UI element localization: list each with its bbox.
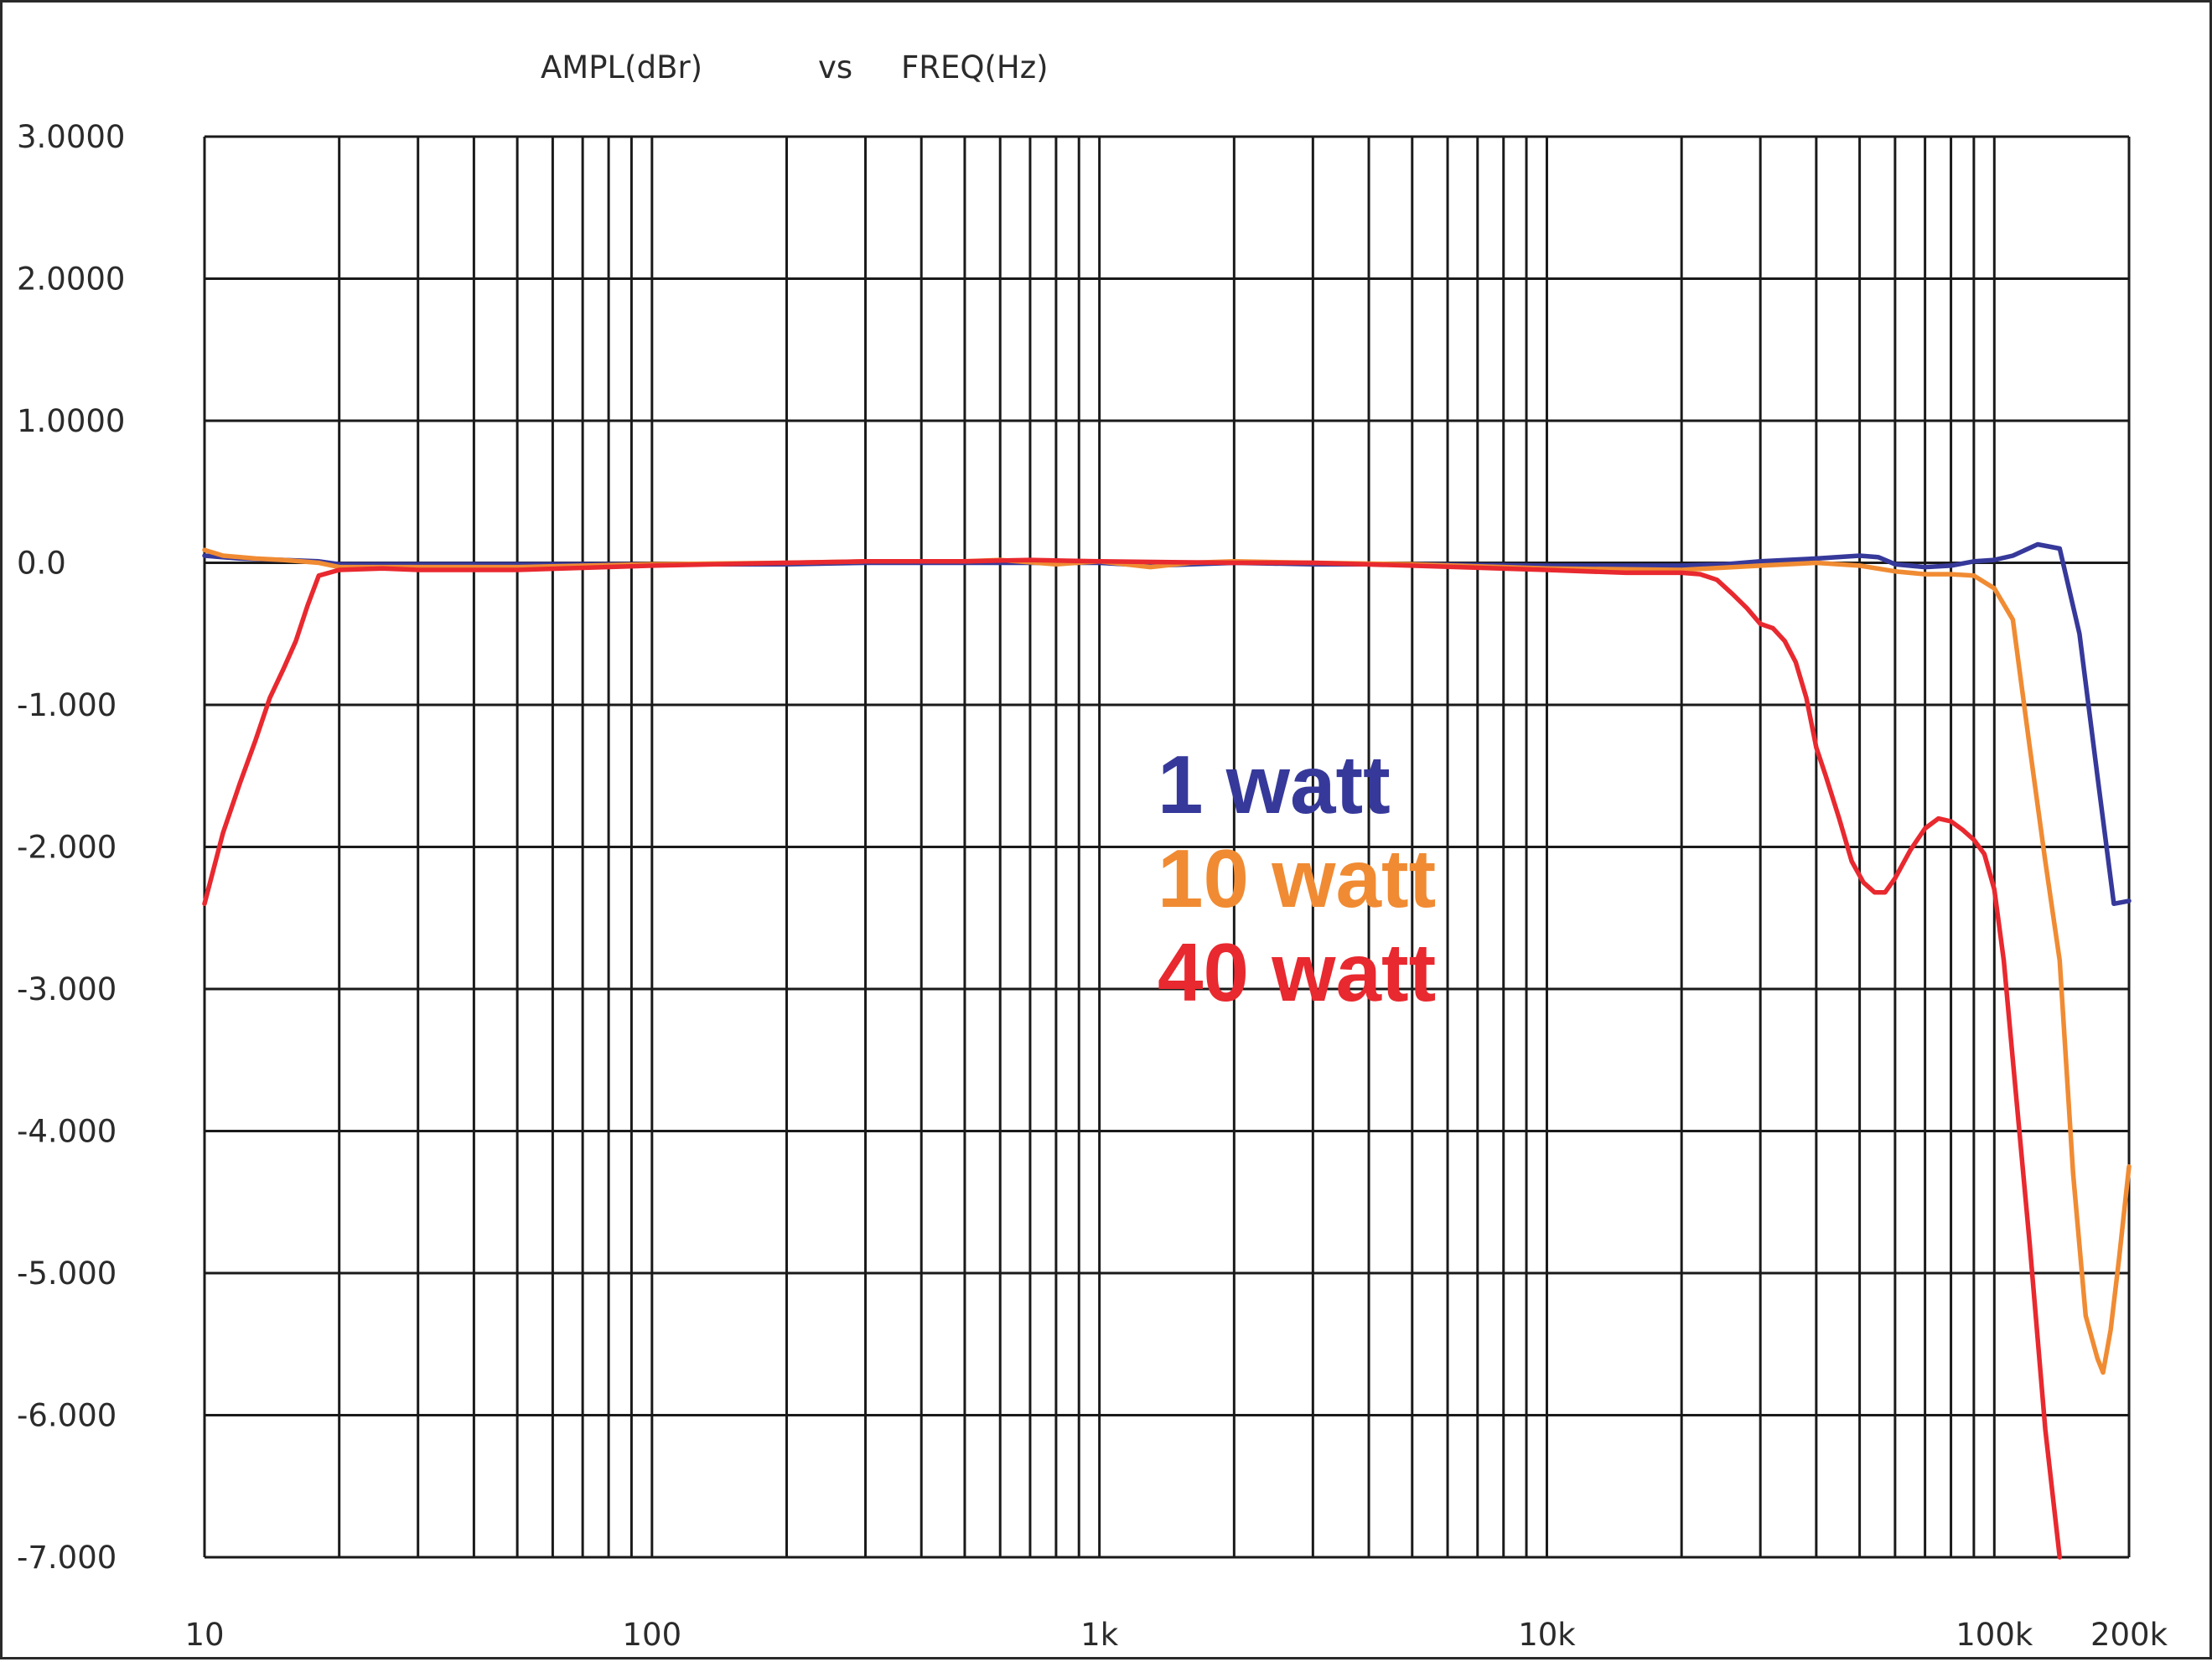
y-tick-label: 1.0000	[17, 403, 125, 439]
series-line-1-watt	[202, 541, 2132, 907]
y-tick-label: -6.000	[17, 1398, 117, 1434]
legend-entry-10-watt: 10 watt	[1158, 832, 1436, 924]
x-axis-tick-labels: 10 100 1k 10k 100k 200k	[184, 1617, 2168, 1653]
y-tick-label: -7.000	[17, 1540, 117, 1576]
title-y-quantity: AMPL(dBr)	[541, 49, 702, 85]
x-tick-label: 1k	[1080, 1617, 1119, 1653]
legend: 1 watt 10 watt 40 watt	[1158, 738, 1436, 1018]
legend-entry-40-watt: 40 watt	[1158, 926, 1436, 1018]
y-tick-label: -3.000	[17, 971, 117, 1007]
major-gridlines	[205, 135, 2129, 1559]
x-tick-label: 200k	[2090, 1617, 2168, 1653]
y-tick-label: 3.0000	[17, 119, 125, 155]
y-tick-label: -1.000	[17, 687, 117, 723]
y-tick-label: 2.0000	[17, 261, 125, 298]
y-tick-label: 0.0	[17, 546, 66, 582]
legend-entry-1-watt: 1 watt	[1158, 738, 1391, 831]
chart-title: AMPL(dBr) vs FREQ(Hz)	[541, 49, 1049, 85]
series-line-40-watt	[202, 557, 2063, 1560]
y-axis-tick-labels: 3.0000 2.0000 1.0000 0.0 -1.000 -2.000 -3.000 -…	[17, 119, 125, 1576]
series-layer	[202, 541, 2132, 1560]
y-tick-label: -2.000	[17, 830, 117, 866]
x-tick-label: 10k	[1518, 1617, 1576, 1653]
title-x-quantity: FREQ(Hz)	[901, 49, 1049, 85]
y-tick-label: -5.000	[17, 1256, 117, 1292]
x-tick-label: 10	[184, 1617, 224, 1653]
title-vs: vs	[818, 49, 852, 85]
x-tick-label: 100k	[1956, 1617, 2033, 1653]
x-tick-label: 100	[623, 1617, 682, 1653]
frequency-response-chart: 3.0000 2.0000 1.0000 0.0 -1.000 -2.000 -3.000 -…	[17, 49, 2168, 1653]
y-tick-label: -4.000	[17, 1114, 117, 1150]
